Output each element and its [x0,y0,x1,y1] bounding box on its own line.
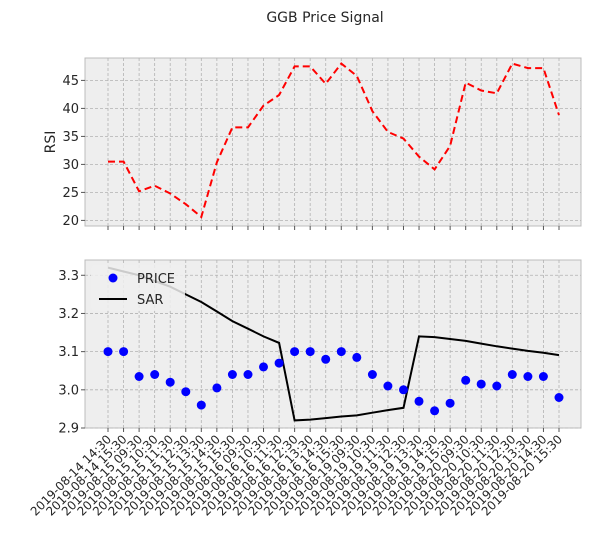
y-tick-label: 3.1 [58,345,79,360]
price-point [523,372,533,381]
price-point [414,396,424,406]
price-point [352,352,362,362]
price-points [103,347,564,416]
price-point [461,375,471,385]
price-point [538,372,548,381]
price-point [476,379,486,389]
price-point [399,385,408,395]
y-tick-label: 35 [62,130,79,145]
price-point [554,393,564,402]
price-point [445,398,455,408]
price-point [492,381,502,391]
price-point [336,347,346,357]
y-tick-label: 3.0 [58,383,79,398]
rsi-panel: 20 25 30 35 40 45 RSI [43,57,582,230]
price-point [430,406,440,416]
price-point [274,358,284,368]
price-point [383,381,393,391]
y-tick-label: 45 [62,74,79,89]
price-point [150,370,160,379]
price-point [243,370,253,379]
rsi-y-axis-label: RSI [43,131,59,154]
price-point [165,377,175,387]
legend-sar-label: SAR [137,293,163,308]
price-point [196,400,206,410]
chart-title: GGB Price Signal [266,10,383,26]
y-tick-label: 2.9 [58,422,79,437]
y-tick-label: 30 [62,158,79,173]
price-point [134,372,144,381]
price-point [227,370,237,379]
legend-price-marker [108,273,118,283]
rsi-plot-area [84,57,582,227]
price-point [259,362,268,372]
rsi-y-ticks: 20 25 30 35 40 45 [62,74,85,229]
price-point [212,383,222,393]
y-tick-label: 3.2 [58,307,79,322]
y-tick-label: 3.3 [58,269,79,284]
rsi-grid [85,58,581,226]
legend-price-label: PRICE [137,272,175,287]
legend: PRICE SAR [91,265,185,311]
y-tick-label: 40 [62,102,79,117]
price-point [305,347,315,357]
y-tick-label: 20 [62,214,79,229]
price-point [119,347,129,357]
rsi-x-ticks [107,226,560,230]
price-point [507,370,517,379]
rsi-series-line [108,62,560,219]
price-y-ticks: 2.9 3.0 3.1 3.2 3.3 [58,269,85,437]
price-point [367,370,377,379]
price-point [321,354,331,364]
price-point [103,347,113,357]
price-point [290,347,300,357]
y-tick-label: 25 [62,186,79,201]
price-panel: 2.9 3.0 3.1 3.2 3.3 2019-08-14 14:302019-08-… [28,259,582,519]
price-point [181,387,191,397]
